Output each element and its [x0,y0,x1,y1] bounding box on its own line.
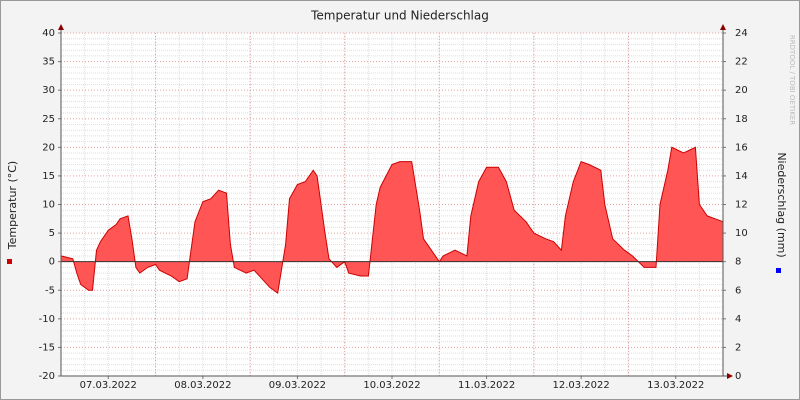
y-tick-label: 25 [42,114,55,125]
y-tick-label: 10 [42,200,55,211]
y2-tick-label: 10 [735,228,748,239]
y-tick-label: 30 [42,85,55,96]
x-tick-label: 07.03.2022 [80,380,137,391]
x-tick-label: 09.03.2022 [269,380,326,391]
y2-tick-label: 20 [735,85,748,96]
temperature-area [61,147,723,294]
y-tick-label: 5 [49,228,55,239]
y2-tick-label: 22 [735,57,748,68]
y-tick-label: 0 [49,257,55,268]
y2-tick-label: 16 [735,142,748,153]
y2-tick-label: 4 [735,314,741,325]
y2-tick-label: 14 [735,171,748,182]
y-tick-label: 15 [42,171,55,182]
x-tick-label: 10.03.2022 [363,380,420,391]
axis-arrow [727,373,733,379]
y2-tick-label: 0 [735,371,741,382]
y-axis-label: Temperatur (°C) [6,161,19,250]
x-tick-label: 12.03.2022 [553,380,610,391]
chart-title: Temperatur und Niederschlag [310,9,489,23]
y-tick-label: -20 [39,371,55,382]
x-tick-label: 13.03.2022 [647,380,704,391]
y2-tick-label: 6 [735,285,741,296]
y-tick-label: 40 [42,28,55,39]
temperature-line [60,146,724,294]
y2-tick-label: 24 [735,28,748,39]
y-tick-label: -15 [39,342,55,353]
y2-tick-label: 2 [735,342,741,353]
x-tick-label: 11.03.2022 [458,380,515,391]
y-tick-label: 20 [42,142,55,153]
axis-arrow [58,24,64,30]
watermark: RRDTOOL / TOBI OETIKER [788,35,796,125]
legend-swatch [7,259,12,264]
y2-tick-label: 12 [735,200,748,211]
legend-swatch-y2 [776,268,781,273]
y2-tick-label: 8 [735,257,741,268]
x-tick-label: 08.03.2022 [174,380,231,391]
y2-tick-label: 18 [735,114,748,125]
y-tick-label: -5 [45,285,55,296]
y-tick-label: 35 [42,57,55,68]
y-tick-label: -10 [39,314,55,325]
axis-arrow [720,24,726,30]
y2-axis-label: Niederschlag (mm) [775,152,788,257]
